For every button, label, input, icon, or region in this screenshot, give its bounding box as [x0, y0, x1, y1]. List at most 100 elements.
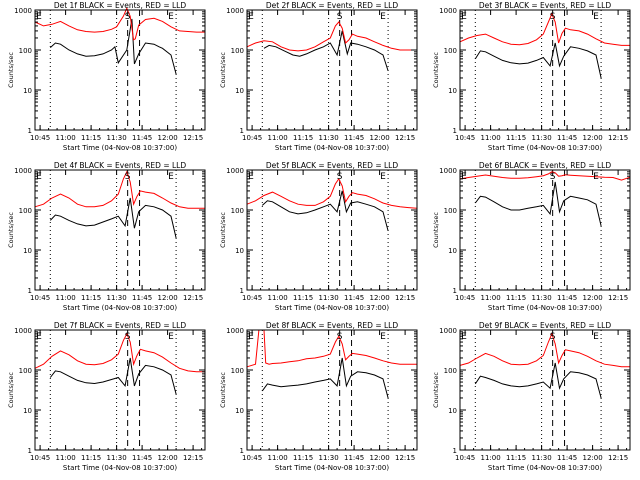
x-tick-label: 11:15 — [506, 454, 526, 462]
x-tick-label: 12:15 — [608, 134, 628, 142]
plot-frame — [246, 329, 418, 451]
events-line — [49, 197, 177, 239]
y-tick-label: 10 — [23, 247, 32, 255]
panel-det-8f: 1 10 100 1000 10:45 11:00 11:15 11:30 11:45 12:00… — [219, 321, 418, 472]
y-tick-label: 10 — [235, 247, 244, 255]
x-tick-label: 11:45 — [557, 294, 577, 302]
marker-label: E — [461, 172, 467, 182]
marker-label: E — [168, 332, 174, 342]
plot-frame — [246, 9, 418, 131]
panel-det-7f: 1 10 100 1000 10:45 11:00 11:15 11:30 11:45 12:00… — [7, 321, 206, 472]
marker-label: E — [36, 332, 42, 342]
x-tick-label: 11:30 — [319, 134, 339, 142]
x-tick-label: 12:15 — [183, 294, 203, 302]
marker-label: E — [593, 332, 599, 342]
marker-label: S — [550, 172, 556, 182]
panel-title: Det 1f BLACK = Events, RED = LLD — [54, 1, 187, 10]
y-tick-label: 1000 — [439, 167, 457, 175]
panel-title: Det 4f BLACK = Events, RED = LLD — [54, 161, 187, 170]
plot-frame — [459, 169, 631, 291]
x-tick-label: 11:00 — [481, 294, 501, 302]
marker-label: E — [248, 12, 254, 22]
x-axis-label: Start Time (04-Nov-08 10:37:00) — [488, 464, 602, 472]
x-tick-label: 11:45 — [132, 294, 152, 302]
x-axis-label: Start Time (04-Nov-08 10:37:00) — [275, 464, 389, 472]
x-axis-label: Start Time (04-Nov-08 10:37:00) — [63, 304, 177, 312]
x-tick-label: 10:45 — [242, 134, 262, 142]
y-axis-label: Counts/sec — [219, 52, 227, 88]
y-axis-label: Counts/sec — [432, 372, 440, 408]
marker-label: E — [461, 332, 467, 342]
marker-label: E — [461, 12, 467, 22]
y-tick-label: 1 — [453, 447, 457, 455]
marker-label: S — [125, 12, 131, 22]
x-tick-label: 11:30 — [319, 454, 339, 462]
y-tick-label: 1000 — [226, 167, 244, 175]
lld-line — [459, 171, 631, 181]
marker-label: E — [168, 172, 174, 182]
x-tick-label: 11:00 — [481, 134, 501, 142]
y-tick-label: 100 — [444, 47, 457, 55]
x-tick-label: 12:00 — [583, 294, 603, 302]
panel-title: Det 9f BLACK = Events, RED = LLD — [479, 321, 612, 330]
x-tick-label: 12:00 — [370, 294, 390, 302]
lld-line — [246, 329, 417, 368]
x-tick-label: 11:00 — [268, 134, 288, 142]
x-tick-label: 12:00 — [583, 454, 603, 462]
lld-line — [34, 170, 205, 209]
x-tick-label: 10:45 — [455, 454, 475, 462]
x-tick-label: 11:15 — [506, 134, 526, 142]
x-tick-label: 12:15 — [395, 454, 415, 462]
y-axis-label: Counts/sec — [7, 212, 15, 248]
x-tick-label: 10:45 — [455, 294, 475, 302]
y-tick-label: 1000 — [226, 327, 244, 335]
x-tick-label: 12:15 — [183, 454, 203, 462]
events-line — [261, 357, 389, 399]
panel-det-4f: 1 10 100 1000 10:45 11:00 11:15 11:30 11:45 12:00… — [7, 161, 206, 312]
x-tick-label: 11:00 — [56, 134, 76, 142]
y-tick-label: 10 — [235, 407, 244, 415]
y-tick-label: 1000 — [14, 7, 32, 15]
plot-frame — [34, 169, 206, 291]
events-line — [261, 190, 389, 232]
x-tick-label: 11:00 — [56, 454, 76, 462]
x-tick-label: 11:00 — [56, 294, 76, 302]
x-tick-label: 10:45 — [455, 134, 475, 142]
panel-title: Det 3f BLACK = Events, RED = LLD — [479, 1, 612, 10]
x-tick-label: 12:00 — [370, 454, 390, 462]
panel-det-3f: 1 10 100 1000 10:45 11:00 11:15 11:30 11:45 12:00… — [432, 1, 631, 152]
y-tick-label: 1 — [28, 127, 32, 135]
y-tick-label: 10 — [448, 407, 457, 415]
marker-label: E — [380, 172, 386, 182]
marker-label: S — [550, 332, 556, 342]
x-tick-label: 12:00 — [370, 134, 390, 142]
events-line — [49, 18, 177, 75]
lld-line — [246, 177, 418, 209]
x-tick-label: 11:30 — [107, 454, 127, 462]
panel-det-5f: 1 10 100 1000 10:45 11:00 11:15 11:30 11:45 12:00… — [219, 161, 418, 312]
x-tick-label: 11:45 — [557, 134, 577, 142]
y-tick-label: 1 — [28, 287, 32, 295]
x-tick-label: 12:15 — [608, 294, 628, 302]
marker-label: E — [593, 12, 599, 22]
y-tick-label: 100 — [19, 47, 32, 55]
marker-label: E — [380, 12, 386, 22]
panel-title: Det 6f BLACK = Events, RED = LLD — [479, 161, 612, 170]
x-tick-label: 11:15 — [81, 454, 101, 462]
x-tick-label: 11:30 — [532, 134, 552, 142]
y-axis-label: Counts/sec — [219, 372, 227, 408]
y-tick-label: 1000 — [226, 7, 244, 15]
panel-det-1f: 1 10 100 1000 10:45 11:00 11:15 11:30 11:45 12:00… — [7, 1, 206, 152]
x-tick-label: 11:30 — [532, 454, 552, 462]
y-tick-label: 1 — [453, 127, 457, 135]
y-tick-label: 10 — [235, 87, 244, 95]
marker-label: E — [593, 172, 599, 182]
marker-label: S — [337, 332, 343, 342]
marker-label: S — [337, 172, 343, 182]
x-tick-label: 11:00 — [268, 294, 288, 302]
y-tick-label: 1 — [453, 287, 457, 295]
plot-frame — [34, 9, 206, 131]
x-tick-label: 10:45 — [30, 294, 50, 302]
y-tick-label: 10 — [448, 87, 457, 95]
lld-line — [34, 7, 205, 41]
